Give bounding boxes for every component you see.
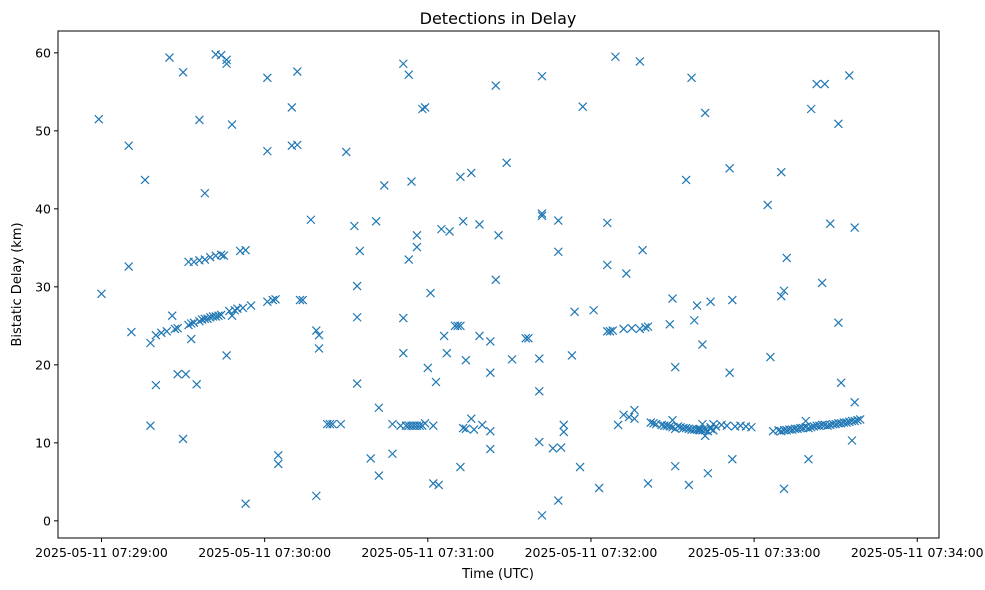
y-tick-label: 10 (35, 435, 51, 450)
x-tick-label: 2025-05-11 07:29:00 (35, 545, 168, 560)
x-axis-label: Time (UTC) (461, 567, 534, 582)
y-tick-label: 20 (35, 357, 51, 372)
x-tick-label: 2025-05-11 07:31:00 (361, 545, 494, 560)
x-tick-label: 2025-05-11 07:34:00 (851, 545, 984, 560)
y-tick-label: 40 (35, 201, 51, 216)
y-tick-label: 60 (35, 45, 51, 60)
scatter-chart: Detections in Delay 2025-05-11 07:29:00 2… (0, 0, 985, 590)
x-tick-label: 2025-05-11 07:30:00 (198, 545, 331, 560)
y-axis-label: Bistatic Delay (km) (10, 222, 25, 346)
y-tick-label: 0 (43, 513, 51, 528)
chart-title: Detections in Delay (420, 9, 577, 28)
x-tick-label: 2025-05-11 07:33:00 (688, 545, 821, 560)
y-tick-label: 30 (35, 279, 51, 294)
x-tick-label: 2025-05-11 07:32:00 (525, 545, 658, 560)
y-tick-label: 50 (35, 123, 51, 138)
